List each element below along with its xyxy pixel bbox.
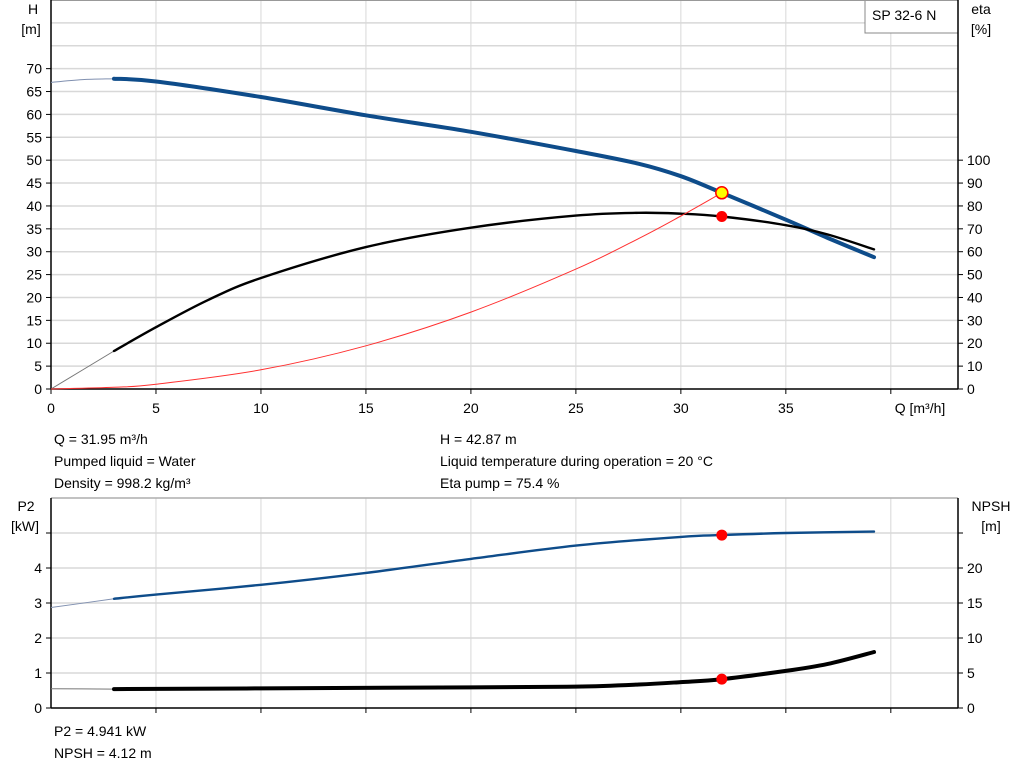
info-head: H = 42.87 m [440, 431, 517, 447]
x-tick-label: 5 [152, 400, 160, 416]
eta-curve [112, 211, 876, 353]
p2-curve [112, 530, 876, 600]
info-p2: P2 = 4.941 kW [54, 723, 147, 739]
left-tick-label: 30 [26, 244, 42, 260]
npsh-axis-unit: [m] [981, 518, 1000, 534]
h-axis-label: H [28, 1, 38, 17]
left-tick-label: 40 [26, 198, 42, 214]
eta-axis-unit: [%] [971, 21, 991, 37]
x-tick-label: 0 [47, 400, 55, 416]
right-tick-label: 10 [967, 630, 983, 646]
right-tick-label: 15 [967, 595, 983, 611]
right-tick-label: 0 [967, 700, 975, 716]
grid [51, 0, 958, 389]
npsh-duty-point [716, 673, 728, 685]
right-tick-label: 20 [967, 335, 983, 351]
left-tick-label: 3 [34, 595, 42, 611]
left-tick-label: 45 [26, 175, 42, 191]
p2-axis-label: P2 [17, 498, 34, 514]
right-tick-label: 40 [967, 289, 983, 305]
left-tick-label: 25 [26, 267, 42, 283]
x-tick-label: 35 [778, 400, 794, 416]
system-curve [50, 192, 723, 390]
head-curve-extrapolated [50, 78, 115, 83]
eta-curve-extrapolated [50, 350, 115, 390]
power-npsh-chart: P2 [kW] NPSH [m] 0 1 2 3 4 0 5 10 15 20 [11, 497, 1011, 716]
model-label-box [864, 0, 959, 34]
right-tick-label: 70 [967, 221, 983, 237]
right-tick-label: 80 [967, 198, 983, 214]
x-tick-label: 30 [673, 400, 689, 416]
q-axis-label: Q [m³/h] [895, 400, 946, 416]
grid [51, 497, 958, 708]
left-tick-label: 0 [34, 381, 42, 397]
left-tick-label: 20 [26, 289, 42, 305]
info-temperature: Liquid temperature during operation = 20… [440, 453, 713, 469]
info-flow: Q = 31.95 m³/h [54, 431, 148, 447]
left-tick-label: 50 [26, 152, 42, 168]
x-tick-label: 15 [358, 400, 374, 416]
p2-curve-extrapolated [50, 598, 115, 608]
left-tick-label: 0 [34, 700, 42, 716]
left-tick-label: 65 [26, 84, 42, 100]
right-tick-label: 5 [967, 665, 975, 681]
right-tick-label: 20 [967, 560, 983, 576]
left-tick-label: 55 [26, 129, 42, 145]
x-tick-label: 10 [253, 400, 269, 416]
right-tick-label: 0 [967, 381, 975, 397]
p2-duty-point [716, 529, 728, 541]
info-eta: Eta pump = 75.4 % [440, 475, 560, 491]
info-npsh: NPSH = 4.12 m [54, 745, 152, 761]
left-tick-label: 1 [34, 665, 42, 681]
head-efficiency-chart: SP 32-6 N H [m] eta [%] Q [m³/h] 0 5 10 15 2… [21, 0, 991, 416]
left-tick-label: 35 [26, 221, 42, 237]
left-tick-label: 10 [26, 335, 42, 351]
npsh-axis-label: NPSH [972, 498, 1011, 514]
left-tick-label: 2 [34, 630, 42, 646]
h-axis-unit: [m] [21, 21, 40, 37]
info-liquid: Pumped liquid = Water [54, 453, 196, 469]
eta-duty-point [716, 210, 728, 222]
x-tick-label: 20 [463, 400, 479, 416]
head-duty-point [715, 186, 729, 200]
right-tick-label: 30 [967, 312, 983, 328]
left-tick-label: 5 [34, 358, 42, 374]
left-tick-label: 60 [26, 106, 42, 122]
x-tick-label: 25 [568, 400, 584, 416]
left-tick-label: 4 [34, 560, 42, 576]
right-tick-label: 10 [967, 358, 983, 374]
npsh-curve [112, 650, 876, 692]
p2-axis-unit: [kW] [11, 518, 39, 534]
right-tick-label: 90 [967, 175, 983, 191]
left-tick-label: 70 [26, 61, 42, 77]
model-label: SP 32-6 N [872, 7, 936, 23]
right-tick-label: 100 [967, 152, 991, 168]
info-density: Density = 998.2 kg/m³ [54, 475, 191, 491]
head-curve [112, 76, 876, 260]
right-tick-label: 50 [967, 267, 983, 283]
eta-axis-label: eta [971, 1, 991, 17]
right-tick-label: 60 [967, 244, 983, 260]
left-tick-label: 15 [26, 312, 42, 328]
